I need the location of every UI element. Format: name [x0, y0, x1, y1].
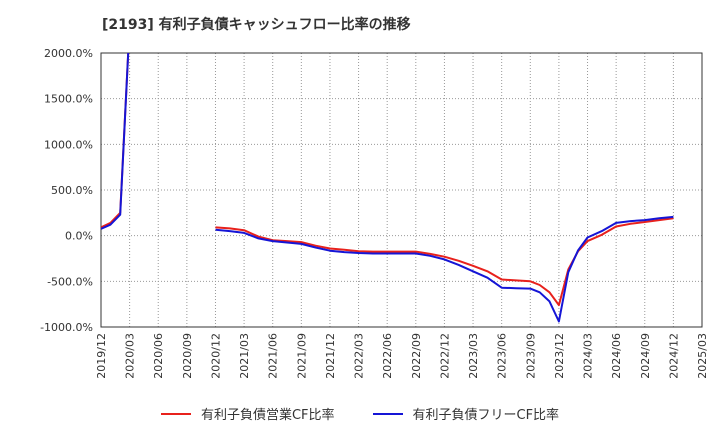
x-tick-label: 2021/03	[238, 333, 251, 379]
legend-swatch-free-cf	[372, 412, 403, 415]
legend-swatch-operating-cf	[160, 412, 191, 415]
series-layer	[101, 53, 674, 323]
x-tick-label: 2020/06	[152, 333, 165, 379]
x-tick-label: 2021/09	[295, 333, 308, 379]
y-tick-label: -500.0%	[47, 275, 93, 288]
x-tick-label: 2019/12	[95, 333, 108, 379]
x-tick-label: 2023/12	[553, 333, 566, 379]
x-tick-label: 2020/12	[209, 333, 222, 379]
x-tick-label: 2023/06	[496, 333, 509, 379]
y-tick-label: 1500.0%	[44, 93, 93, 106]
x-tick-label: 2022/06	[381, 333, 394, 379]
x-tick-label: 2022/12	[438, 333, 451, 379]
y-axis: 2000.0% 1500.0% 1000.0% 500.0% 0.0% -500.0% -1…	[40, 47, 93, 334]
x-tick-label: 2024/09	[639, 333, 652, 379]
x-tick-label: 2023/03	[467, 333, 480, 379]
cf-ratio-chart: 2000.0% 1500.0% 1000.0% 500.0% 0.0% -500.0% -1…	[40, 47, 709, 379]
series-0-line-segment-1	[215, 217, 674, 307]
legend-item-free-cf: 有利子負債フリーCF比率	[372, 404, 560, 423]
x-tick-label: 2020/03	[124, 333, 137, 379]
legend-item-operating-cf: 有利子負債営業CF比率	[160, 404, 335, 423]
x-tick-label: 2021/12	[324, 333, 337, 379]
x-axis: 2019/12 2020/03 2020/06 2020/09 2020/12 2021/…	[95, 333, 709, 379]
x-tick-label: 2022/03	[353, 333, 366, 379]
x-tick-label: 2020/09	[181, 333, 194, 379]
x-tick-label: 2025/03	[696, 333, 709, 379]
chart-title: [2193] 有利子負債キャッシュフロー比率の推移	[102, 17, 411, 33]
series-1-line-segment-0	[101, 53, 130, 230]
series-1-line-segment-1	[215, 215, 674, 323]
grid	[100, 52, 703, 328]
legend: 有利子負債営業CF比率 有利子負債フリーCF比率	[0, 404, 720, 423]
x-tick-label: 2024/03	[582, 333, 595, 379]
y-tick-label: 0.0%	[65, 230, 93, 243]
x-tick-label: 2022/09	[410, 333, 423, 379]
y-tick-label: 1000.0%	[44, 138, 93, 151]
legend-label-free-cf: 有利子負債フリーCF比率	[412, 408, 560, 423]
x-tick-label: 2021/06	[267, 333, 280, 379]
y-tick-label: 2000.0%	[44, 47, 93, 60]
legend-label-operating-cf: 有利子負債営業CF比率	[200, 408, 335, 423]
plot-frame	[100, 52, 703, 328]
y-tick-label: 500.0%	[51, 184, 93, 197]
x-tick-label: 2024/06	[610, 333, 623, 379]
x-tick-label: 2023/09	[524, 333, 537, 379]
x-tick-label: 2024/12	[667, 333, 680, 379]
y-tick-label: -1000.0%	[40, 321, 93, 334]
